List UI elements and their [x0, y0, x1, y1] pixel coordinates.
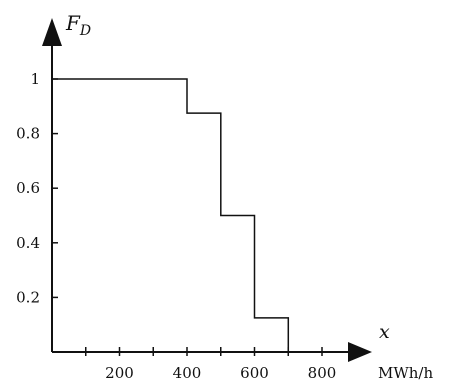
axes	[42, 18, 372, 362]
y-tick-label: 0.6	[16, 179, 40, 197]
x-ticks: 200 400 600 800	[85, 347, 337, 382]
y-axis-arrow-icon	[42, 18, 62, 46]
x-tick-label: 600	[240, 364, 269, 382]
x-axis-unit: MWh/h	[378, 364, 433, 382]
x-axis-title: x	[379, 321, 390, 343]
cdf-step-line	[52, 78, 290, 352]
y-tick-label: 1	[30, 70, 40, 88]
x-tick-label: 200	[105, 364, 134, 382]
x-tick-label: 400	[173, 364, 202, 382]
y-axis-title-main: F	[65, 11, 81, 35]
y-tick-label: 0.4	[16, 234, 40, 252]
x-axis-arrow-icon	[348, 342, 372, 362]
x-tick-label: 800	[308, 364, 337, 382]
y-ticks: 0.2 0.4 0.6 0.8 1	[16, 70, 58, 306]
y-axis-title-subscript: D	[79, 23, 91, 39]
y-axis-title: FD	[65, 11, 91, 39]
y-tick-label: 0.8	[16, 125, 40, 143]
y-tick-label: 0.2	[16, 288, 40, 306]
